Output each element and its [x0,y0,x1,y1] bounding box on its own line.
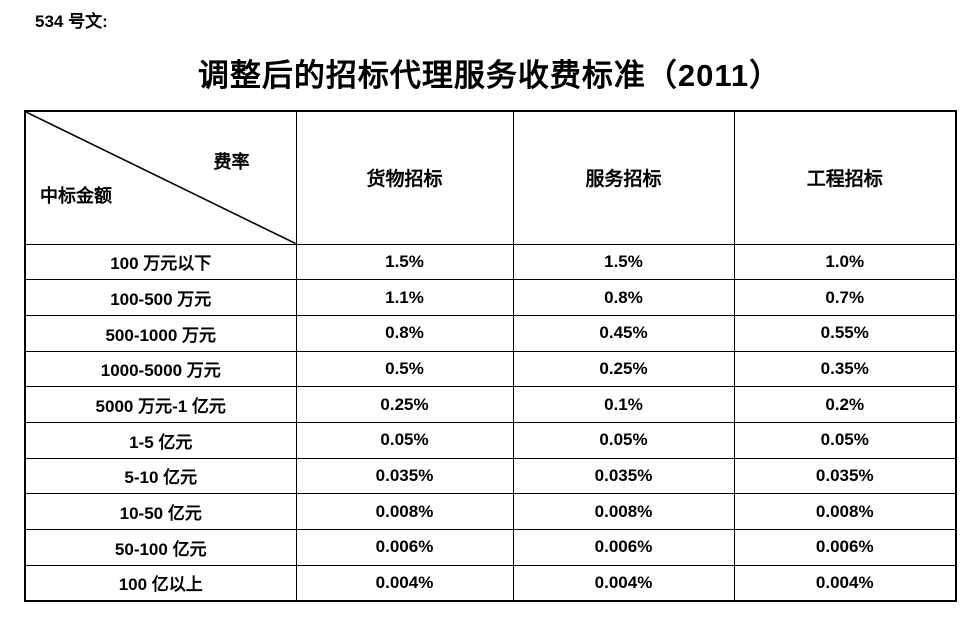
fee-table-body: 100 万元以下 1.5% 1.5% 1.0% 100-500 万元 1.1% 0.8% 0.… [24,243,957,602]
amount-cell: 1-5 亿元 [24,421,297,459]
rate-cell: 0.035% [733,457,957,495]
table-row: 1000-5000 万元 0.5% 0.25% 0.35% [24,350,957,388]
rate-cell: 0.05% [512,421,735,459]
table-row: 100 亿以上 0.004% 0.004% 0.004% [24,564,957,602]
rate-cell: 0.45% [512,314,735,352]
rate-cell: 0.2% [733,386,957,423]
table-row: 5-10 亿元 0.035% 0.035% 0.035% [24,457,957,495]
amount-cell: 50-100 亿元 [24,529,297,566]
rate-cell: 1.0% [733,243,957,281]
rate-cell: 0.035% [295,457,514,495]
amount-cell: 500-1000 万元 [24,314,297,352]
corner-header-cell: 费率 中标金额 [24,110,297,245]
doc-number-label: 534 号文: [35,12,108,31]
table-row: 500-1000 万元 0.8% 0.45% 0.55% [24,314,957,352]
rate-cell: 0.05% [295,421,514,459]
column-header-goods-tender: 货物招标 [295,110,514,245]
amount-cell: 100 万元以下 [24,243,297,281]
header-row: 费率 中标金额 货物招标 服务招标 工程招标 [24,110,957,245]
table-row: 100-500 万元 1.1% 0.8% 0.7% [24,279,957,316]
amount-cell: 5000 万元-1 亿元 [24,386,297,423]
rate-cell: 0.55% [733,314,957,352]
table-row: 1-5 亿元 0.05% 0.05% 0.05% [24,421,957,459]
amount-cell: 100-500 万元 [24,279,297,316]
rate-cell: 0.008% [512,493,735,530]
table-row: 100 万元以下 1.5% 1.5% 1.0% [24,243,957,281]
table-row: 50-100 亿元 0.006% 0.006% 0.006% [24,529,957,566]
rate-cell: 0.05% [733,421,957,459]
rate-cell: 0.006% [512,529,735,566]
rate-cell: 0.004% [512,564,735,602]
amount-cell: 1000-5000 万元 [24,350,297,388]
table-row: 10-50 亿元 0.008% 0.008% 0.008% [24,493,957,530]
amount-cell: 100 亿以上 [24,564,297,602]
rate-cell: 0.006% [295,529,514,566]
rate-cell: 0.25% [512,350,735,388]
rate-cell: 0.006% [733,529,957,566]
column-header-engineering-tender: 工程招标 [733,110,957,245]
amount-cell: 10-50 亿元 [24,493,297,530]
rate-cell: 0.008% [295,493,514,530]
rate-cell: 1.5% [295,243,514,281]
rate-cell: 1.1% [295,279,514,316]
rate-cell: 0.008% [733,493,957,530]
rate-cell: 0.035% [512,457,735,495]
rate-cell: 0.7% [733,279,957,316]
rate-cell: 0.5% [295,350,514,388]
rate-cell: 0.004% [733,564,957,602]
fee-table: 费率 中标金额 货物招标 服务招标 工程招标 100 万元以下 1.5% 1.5% 1… [24,110,957,602]
rate-cell: 0.35% [733,350,957,388]
corner-label-rate: 费率 [213,152,250,172]
rate-cell: 0.004% [295,564,514,602]
rate-cell: 0.8% [512,279,735,316]
diagonal-divider-line [26,112,295,243]
column-header-service-tender: 服务招标 [512,110,735,245]
rate-cell: 0.1% [512,386,735,423]
page-title: 调整后的招标代理服务收费标准（2011） [197,58,782,93]
rate-cell: 1.5% [512,243,735,281]
corner-label-amount: 中标金额 [40,186,112,206]
table-row: 5000 万元-1 亿元 0.25% 0.1% 0.2% [24,386,957,423]
rate-cell: 0.8% [295,314,514,352]
rate-cell: 0.25% [295,386,514,423]
amount-cell: 5-10 亿元 [24,457,297,495]
